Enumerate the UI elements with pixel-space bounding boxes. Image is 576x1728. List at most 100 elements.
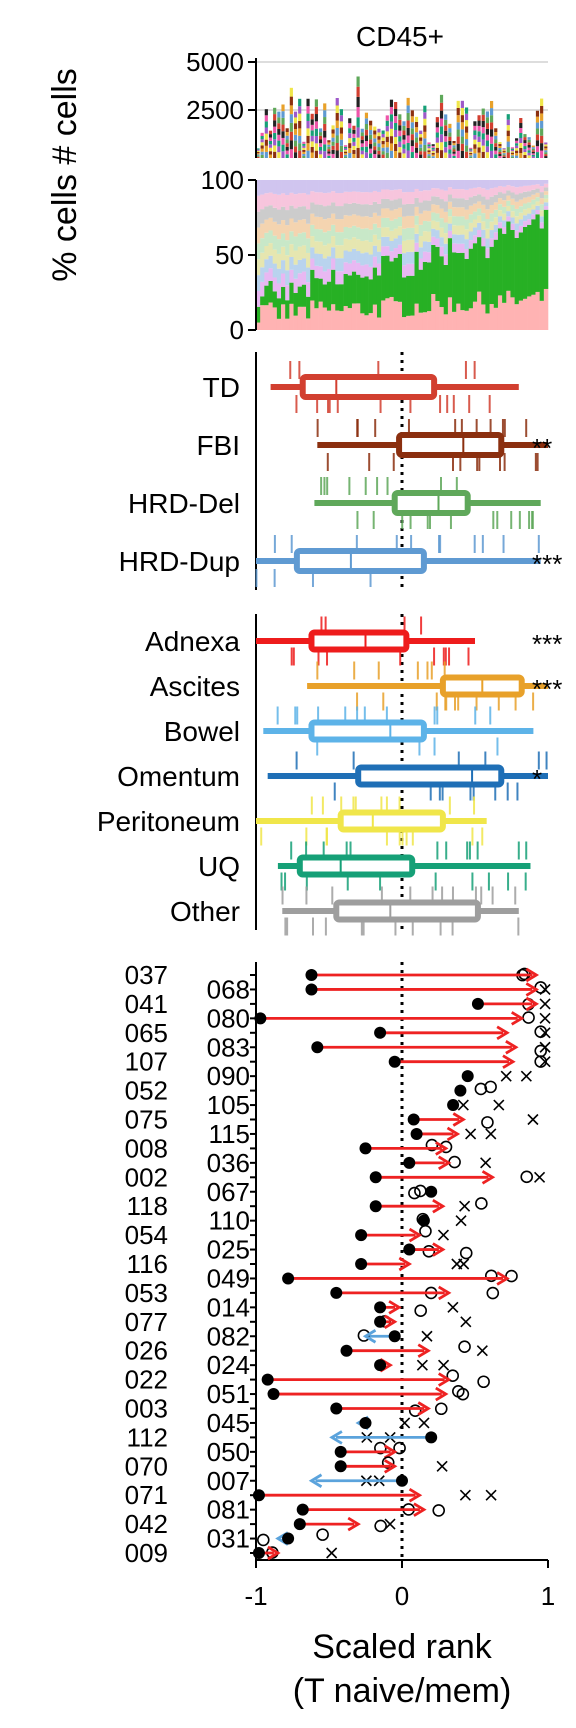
count-bar-segment [406, 112, 410, 121]
percent-bar-segment [518, 219, 524, 226]
count-bar-segment [481, 127, 485, 134]
count-bar-segment [268, 154, 273, 158]
count-bar-segment [452, 153, 456, 156]
count-bar-segment [339, 127, 343, 134]
percent-bar-segment [297, 193, 303, 207]
percent-bar-segment [477, 201, 482, 209]
count-bar-segment [256, 155, 260, 157]
percent-bar-segment [293, 194, 299, 209]
percent-bar-segment [351, 180, 357, 192]
count-bar-segment [535, 122, 540, 129]
sample-marker-cross [416, 1359, 428, 1371]
count-bar-segment [364, 112, 369, 119]
percent-bar-segment [497, 180, 503, 187]
percent-bar-segment [422, 251, 428, 262]
count-bar-segment [460, 115, 464, 123]
percent-bar-segment [289, 244, 294, 257]
percent-bar-segment [527, 191, 532, 197]
percent-bar-segment [385, 246, 390, 256]
count-bar-segment [310, 135, 314, 142]
count-bar-segment [494, 150, 498, 155]
percent-bar-segment [360, 277, 365, 314]
count-bar-segment [385, 147, 389, 153]
count-bar-segment [540, 135, 544, 144]
count-bar-segment [452, 140, 456, 144]
group-label: TD [203, 372, 240, 403]
percent-bar-segment [297, 233, 303, 247]
percent-bar-segment [456, 180, 461, 190]
percent-bar-segment [518, 300, 524, 330]
percent-bar-segment [301, 219, 307, 233]
baseline-dot [417, 1214, 430, 1227]
percent-bar-segment [331, 191, 336, 203]
change-arrowhead [496, 1271, 510, 1286]
percent-bar-segment [381, 255, 386, 301]
percent-bar-segment [497, 222, 503, 229]
percent-bar-segment [256, 180, 261, 196]
sample-marker-cross [447, 1301, 459, 1313]
percent-bar-segment [435, 246, 440, 301]
count-bar-segment [431, 151, 435, 153]
percent-bar-segment [360, 216, 365, 229]
percent-bar-segment [439, 199, 445, 209]
count-bar-segment [314, 121, 318, 129]
patient-label: 031 [207, 1524, 250, 1554]
patient-label: 107 [125, 1047, 168, 1077]
count-bar-segment [310, 130, 314, 136]
percent-bar-segment [385, 180, 390, 190]
count-bar-segment [364, 124, 369, 130]
percent-bar-segment [506, 211, 511, 217]
sample-marker-circle [434, 1402, 448, 1416]
sample-marker-cross [539, 1041, 551, 1053]
count-bar-segment [402, 135, 406, 140]
percent-bar-segment [468, 240, 474, 249]
count-bar-segment [452, 151, 456, 154]
count-bar-segment [318, 143, 323, 147]
patient-label: 081 [207, 1495, 250, 1525]
count-bar-segment [281, 117, 285, 125]
percent-bar-segment [343, 203, 349, 216]
count-bar-segment [385, 136, 389, 143]
percent-bar-segment [289, 205, 294, 219]
percent-bar-segment [489, 196, 495, 206]
count-bar-segment [427, 148, 431, 151]
count-bar-segment [302, 155, 306, 158]
count-bar-segment [531, 147, 535, 149]
percent-bar-segment [514, 194, 520, 202]
count-bar-segment [427, 144, 431, 147]
count-bar-segment [469, 149, 473, 151]
percent-bar-segment [414, 233, 419, 243]
count-bar-segment [469, 151, 473, 153]
count-bar-segment [535, 134, 540, 141]
percent-bar-segment [276, 180, 282, 195]
count-bar-segment [398, 152, 402, 158]
count-bar-segment [373, 154, 377, 158]
count-bar-segment [485, 140, 489, 147]
percent-bar-segment [376, 227, 382, 240]
percent-bar-segment [468, 222, 474, 232]
percent-bar-segment [514, 187, 520, 195]
percent-bar-segment [360, 253, 365, 266]
change-arrowhead [496, 1025, 510, 1041]
count-bar-segment [439, 142, 444, 151]
percent-bar-segment [306, 180, 311, 195]
percent-bar-segment [397, 226, 403, 236]
percent-bar-segment [310, 236, 315, 248]
percent-bar-segment [439, 256, 445, 308]
percent-bar-segment [452, 252, 457, 312]
significance-marker: *** [532, 674, 562, 704]
count-bar-segment [285, 135, 289, 140]
count-bar-segment [377, 147, 381, 151]
percent-bar-segment [472, 187, 478, 196]
y-tick-label: 2500 [186, 95, 244, 125]
count-bar-segment [510, 156, 515, 158]
percent-bar-segment [406, 203, 411, 216]
count-bar-segment [394, 144, 398, 152]
count-bar-segment [506, 119, 510, 126]
percent-bar-segment [256, 227, 261, 244]
count-bar-segment [260, 148, 264, 152]
percent-bar-segment [485, 199, 490, 210]
count-bar-segment [469, 156, 473, 158]
count-bar-segment [498, 154, 502, 157]
patient-label: 115 [209, 1119, 250, 1149]
